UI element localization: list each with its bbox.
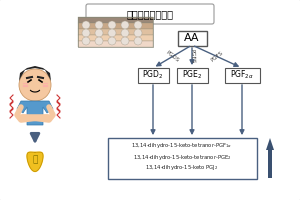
Polygon shape [27,152,43,171]
Circle shape [108,29,116,37]
FancyBboxPatch shape [86,4,214,24]
FancyBboxPatch shape [137,68,169,82]
Text: 13,14-dihydro-15-keto-tetranor-PGE$_2$: 13,14-dihydro-15-keto-tetranor-PGE$_2$ [133,152,231,162]
Circle shape [95,37,103,45]
Circle shape [134,21,142,29]
Polygon shape [266,138,274,150]
Text: PGFS: PGFS [210,50,224,63]
Text: 13,14-dihydro-15-keto-tetranor-PGF$_{1\alpha}$: 13,14-dihydro-15-keto-tetranor-PGF$_{1\a… [131,142,232,150]
Bar [78,17,153,23]
Bar [78,17,153,47]
Bar [78,23,153,29]
Bar [268,150,272,178]
Circle shape [82,21,90,29]
Circle shape [19,69,51,101]
Circle shape [121,29,129,37]
Text: アトピー性皮膚炎: アトピー性皮膚炎 [127,9,173,19]
Polygon shape [17,101,53,125]
FancyBboxPatch shape [224,68,260,82]
FancyBboxPatch shape [178,30,206,46]
Text: PGDS: PGDS [165,50,180,63]
Circle shape [82,29,90,37]
FancyBboxPatch shape [107,138,256,178]
Text: PGF$_{2\alpha}$: PGF$_{2\alpha}$ [230,69,254,81]
Text: 13,14-dihydro-15-keto PGJ$_2$: 13,14-dihydro-15-keto PGJ$_2$ [145,164,219,172]
Polygon shape [19,66,51,81]
Text: AA: AA [184,33,200,43]
Text: 尿: 尿 [32,156,38,164]
Text: PGE$_2$: PGE$_2$ [182,69,202,81]
Circle shape [82,37,90,45]
Circle shape [121,37,129,45]
Circle shape [95,29,103,37]
Text: PGD$_2$: PGD$_2$ [142,69,164,81]
Circle shape [121,21,129,29]
Circle shape [108,37,116,45]
Circle shape [95,21,103,29]
Circle shape [134,29,142,37]
Bar [78,35,153,41]
Text: PGES: PGES [189,49,195,64]
Bar [78,41,153,47]
FancyBboxPatch shape [176,68,208,82]
Circle shape [108,21,116,29]
Bar [78,29,153,35]
Circle shape [134,37,142,45]
